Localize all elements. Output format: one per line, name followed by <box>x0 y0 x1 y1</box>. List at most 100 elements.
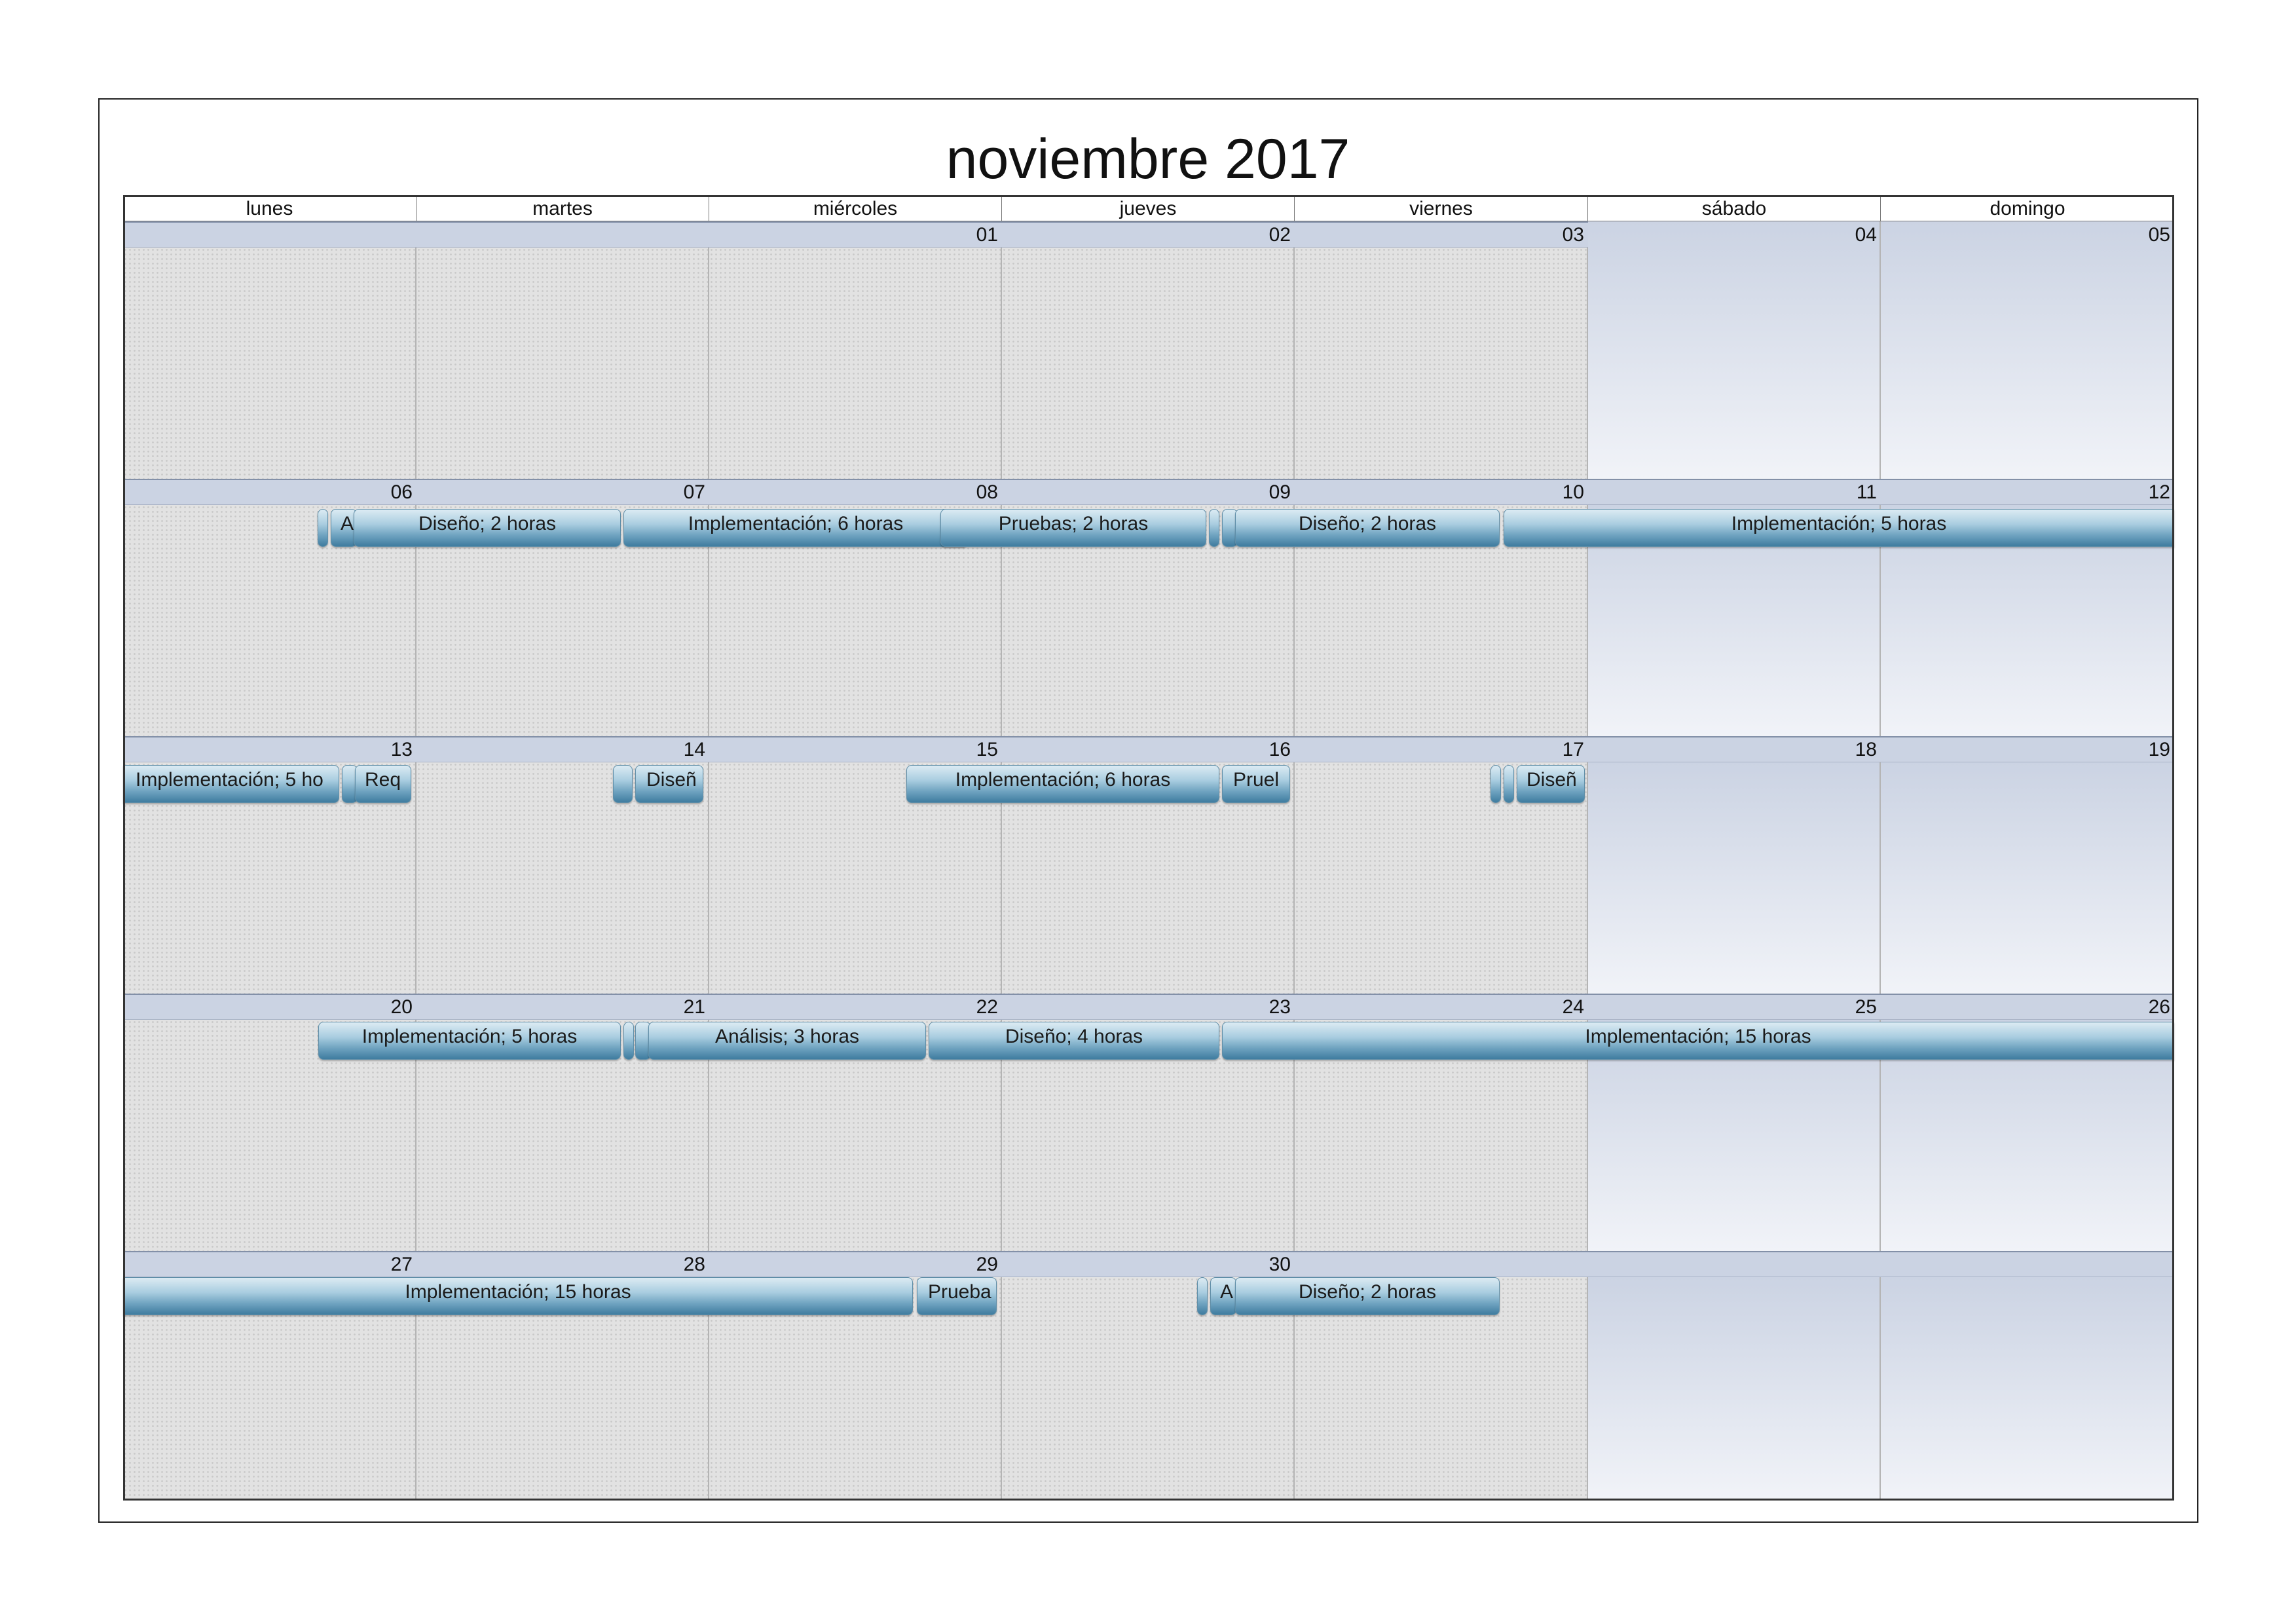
event-bar[interactable] <box>1197 1277 1208 1315</box>
event-label: Diseño; 4 horas <box>1005 1026 1143 1047</box>
event-label: A <box>341 513 354 534</box>
event-bar[interactable] <box>613 765 633 803</box>
day-cell[interactable] <box>1002 248 1295 479</box>
event-bar[interactable] <box>1504 765 1514 803</box>
event-label: Implementación; 6 horas <box>955 769 1171 791</box>
week-3-number-band <box>123 736 2174 762</box>
event-label: Diseño; 2 horas <box>1298 513 1437 534</box>
event-label: Diseño; 2 horas <box>418 513 557 534</box>
event-label: Implementación; 5 horas <box>1731 513 1947 534</box>
day-number: 27 <box>390 1254 413 1275</box>
event-bar[interactable]: Implementación; 15 horas <box>123 1277 913 1315</box>
event-label: Implementación; 5 horas <box>361 1026 578 1047</box>
event-bar[interactable]: Diseñ <box>1517 765 1585 803</box>
day-cell-weekend[interactable] <box>1588 221 1881 479</box>
day-number: 23 <box>1268 996 1291 1018</box>
event-label: Implementación; 15 horas <box>1585 1026 1811 1047</box>
weekday-sunday: domingo <box>1881 195 2174 221</box>
day-number: 13 <box>390 739 413 760</box>
event-label: Implementación; 15 horas <box>405 1281 631 1303</box>
weekday-thursday: jueves <box>1002 195 1295 221</box>
day-number: 26 <box>2148 996 2170 1018</box>
day-number: 10 <box>1562 481 1584 503</box>
event-bar[interactable] <box>1491 765 1501 803</box>
event-bar[interactable] <box>318 509 328 547</box>
day-cell-weekend[interactable] <box>1588 1277 1881 1499</box>
day-number: 19 <box>2148 739 2170 760</box>
day-number <box>123 221 417 248</box>
event-bar[interactable]: A <box>1210 1277 1236 1315</box>
day-number <box>417 221 709 248</box>
day-number: 08 <box>976 481 998 503</box>
weekday-saturday: sábado <box>1588 195 1881 221</box>
event-label: Pruebas; 2 horas <box>998 513 1149 534</box>
event-bar[interactable]: Req <box>355 765 411 803</box>
day-number: 04 <box>1855 224 1877 246</box>
event-bar[interactable]: Diseño; 2 horas <box>1235 1277 1500 1315</box>
event-bar[interactable]: Diseño; 2 horas <box>354 509 621 547</box>
day-cell[interactable] <box>417 248 709 479</box>
event-bar[interactable]: Implementación; 5 horas <box>318 1022 621 1060</box>
day-number: 06 <box>390 481 413 503</box>
event-bar[interactable] <box>1209 509 1219 547</box>
day-number: 11 <box>1856 481 1877 503</box>
day-cell-weekend[interactable] <box>1881 1277 2174 1499</box>
day-cell[interactable] <box>1295 248 1588 479</box>
event-bar[interactable]: A <box>331 509 357 547</box>
day-number: 15 <box>976 739 998 760</box>
weekday-tuesday: martes <box>417 195 709 221</box>
day-number: 22 <box>976 996 998 1018</box>
event-bar[interactable]: Análisis; 3 horas <box>648 1022 926 1060</box>
day-cell[interactable] <box>123 505 417 736</box>
day-number: 20 <box>390 996 413 1018</box>
event-bar[interactable]: Pruel <box>1222 765 1290 803</box>
day-cell[interactable] <box>709 248 1002 479</box>
day-cell-weekend[interactable] <box>1588 762 1881 994</box>
day-number: 14 <box>683 739 705 760</box>
event-bar[interactable] <box>623 1022 634 1060</box>
event-label: Análisis; 3 horas <box>714 1026 860 1047</box>
day-number: 25 <box>1855 996 1877 1018</box>
event-bar[interactable]: Pruebas; 2 horas <box>940 509 1206 547</box>
day-number: 24 <box>1562 996 1584 1018</box>
day-number <box>1295 1251 1588 1277</box>
event-bar[interactable]: Diseño; 2 horas <box>1235 509 1500 547</box>
week-2-number-band <box>123 479 2174 505</box>
event-label: Diseño; 2 horas <box>1298 1281 1437 1303</box>
event-bar[interactable]: Implementación; 5 ho <box>123 765 339 803</box>
day-cell-weekend[interactable] <box>1881 221 2174 479</box>
event-label: Implementación; 5 ho <box>136 769 324 791</box>
week-4-number-band <box>123 994 2174 1020</box>
event-bar[interactable]: Implementación; 6 horas <box>906 765 1219 803</box>
event-label: Diseñ <box>646 769 697 791</box>
day-number: 21 <box>683 996 705 1018</box>
weekday-wednesday: miércoles <box>709 195 1002 221</box>
weekday-friday: viernes <box>1295 195 1588 221</box>
event-label: Pruel <box>1233 769 1280 791</box>
day-number <box>1881 1251 2174 1277</box>
day-cell[interactable] <box>1002 1277 1295 1499</box>
week-5-number-band <box>123 1251 2174 1277</box>
day-number: 01 <box>976 224 998 246</box>
event-label: Req <box>365 769 401 791</box>
event-bar[interactable]: Prueba <box>917 1277 997 1315</box>
event-bar[interactable]: Implementación; 5 horas <box>1504 509 2174 547</box>
day-number <box>1588 1251 1881 1277</box>
event-bar[interactable]: Implementación; 15 horas <box>1222 1022 2174 1060</box>
event-bar[interactable]: Diseño; 4 horas <box>929 1022 1219 1060</box>
day-number: 18 <box>1855 739 1877 760</box>
day-number: 09 <box>1268 481 1291 503</box>
day-number: 17 <box>1562 739 1584 760</box>
day-cell[interactable] <box>123 248 417 479</box>
event-label: Diseñ <box>1527 769 1577 791</box>
event-bar[interactable]: Diseñ <box>635 765 703 803</box>
day-number: 29 <box>976 1254 998 1275</box>
weekday-header: lunes martes miércoles jueves viernes sá… <box>123 195 2174 221</box>
day-number: 05 <box>2148 224 2170 246</box>
day-number: 30 <box>1268 1254 1291 1275</box>
day-cell-weekend[interactable] <box>1881 762 2174 994</box>
calendar-title: noviembre 2017 <box>946 128 1350 191</box>
event-bar[interactable]: Implementación; 6 horas <box>623 509 968 547</box>
weekday-monday: lunes <box>123 195 417 221</box>
day-number: 16 <box>1268 739 1291 760</box>
